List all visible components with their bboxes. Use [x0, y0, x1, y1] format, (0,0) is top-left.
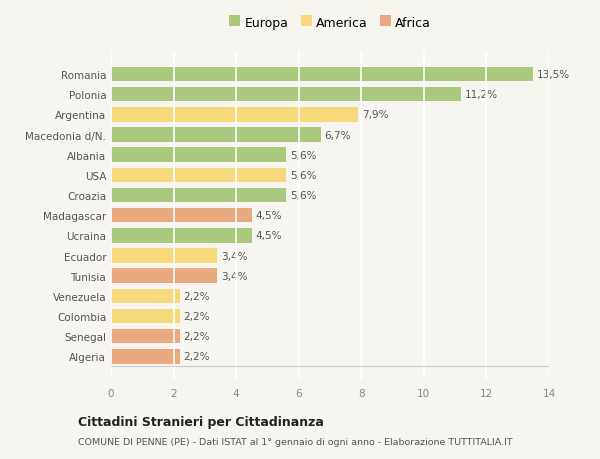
Text: 6,7%: 6,7%	[325, 130, 351, 140]
Text: 7,9%: 7,9%	[362, 110, 388, 120]
Text: 2,2%: 2,2%	[184, 352, 210, 362]
Text: 11,2%: 11,2%	[465, 90, 498, 100]
Bar	[111, 229, 252, 243]
Bar	[111, 208, 252, 223]
Bar	[111, 168, 286, 183]
Bar	[111, 269, 217, 283]
Bar	[111, 309, 180, 324]
Text: 2,2%: 2,2%	[184, 291, 210, 301]
Text: 5,6%: 5,6%	[290, 190, 316, 201]
Bar	[111, 188, 286, 203]
Bar	[111, 128, 320, 142]
Text: 5,6%: 5,6%	[290, 170, 316, 180]
Bar	[111, 88, 461, 102]
Text: 2,2%: 2,2%	[184, 331, 210, 341]
Text: 4,5%: 4,5%	[256, 231, 282, 241]
Text: 13,5%: 13,5%	[537, 70, 570, 80]
Bar	[111, 289, 180, 303]
Legend: Europa, America, Africa: Europa, America, Africa	[229, 17, 431, 30]
Text: 4,5%: 4,5%	[256, 211, 282, 221]
Text: 3,4%: 3,4%	[221, 271, 248, 281]
Text: COMUNE DI PENNE (PE) - Dati ISTAT al 1° gennaio di ogni anno - Elaborazione TUTT: COMUNE DI PENNE (PE) - Dati ISTAT al 1° …	[78, 437, 512, 446]
Bar	[111, 349, 180, 364]
Text: 5,6%: 5,6%	[290, 151, 316, 160]
Bar	[111, 329, 180, 344]
Text: 2,2%: 2,2%	[184, 311, 210, 321]
Bar	[111, 67, 533, 82]
Bar	[111, 249, 217, 263]
Bar	[111, 148, 286, 162]
Text: Cittadini Stranieri per Cittadinanza: Cittadini Stranieri per Cittadinanza	[78, 415, 324, 428]
Bar	[111, 108, 358, 123]
Text: 3,4%: 3,4%	[221, 251, 248, 261]
